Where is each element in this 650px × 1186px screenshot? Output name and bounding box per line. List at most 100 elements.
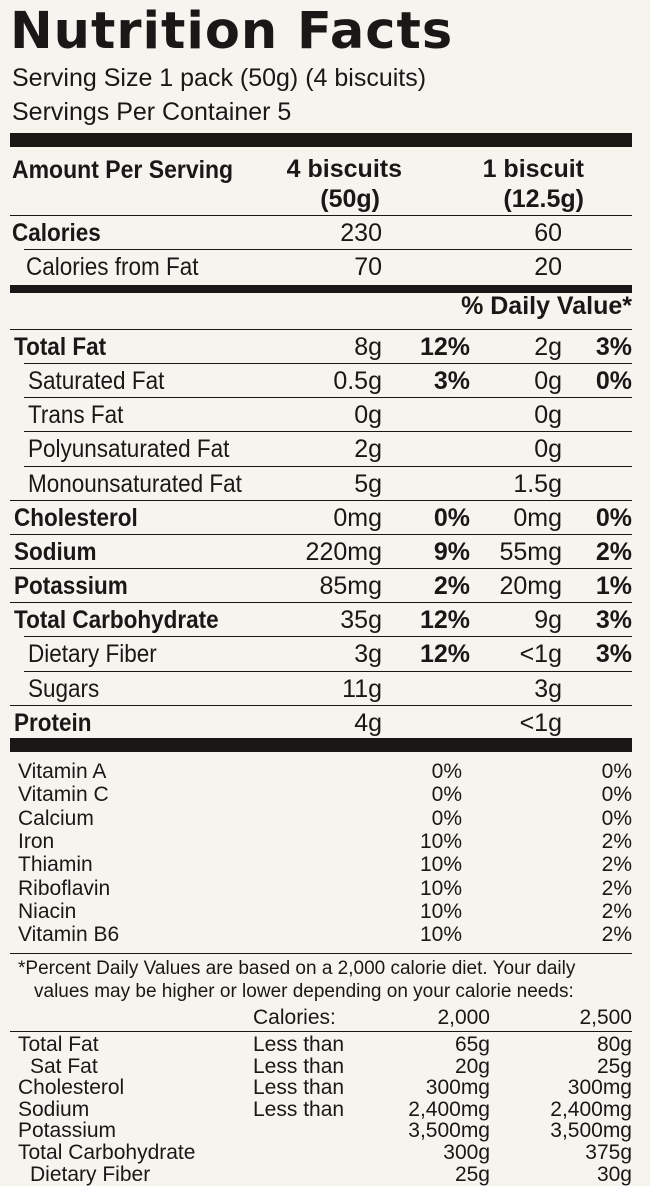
divider bbox=[24, 431, 632, 432]
nutrient-label: Protein bbox=[14, 709, 92, 737]
nutrient-row: Total Carbohydrate 35g 12% 9g 3% bbox=[10, 603, 632, 637]
vitamin-row: Vitamin B6 10% 2% bbox=[10, 923, 632, 946]
reference-2000: 25g bbox=[454, 1162, 490, 1186]
nutrient-dv-1: 1% bbox=[595, 572, 632, 600]
reference-2000: 300mg bbox=[425, 1076, 490, 1100]
reference-calories-2500: 2,500 bbox=[579, 1006, 632, 1029]
nutrient-amount-4: 3g bbox=[354, 640, 382, 668]
divider bbox=[24, 636, 632, 637]
vitamin-name: Vitamin A bbox=[18, 760, 107, 783]
reference-2500: 3,500mg bbox=[550, 1119, 632, 1143]
vitamin-dv-4: 10% bbox=[419, 899, 462, 923]
vitamin-name: Niacin bbox=[18, 899, 77, 923]
reference-condition: Less than bbox=[253, 1033, 345, 1056]
nutrient-label: Dietary Fiber bbox=[28, 640, 157, 668]
nutrient-amount-1: 9g bbox=[534, 606, 562, 634]
vitamin-dv-1: 0% bbox=[601, 783, 632, 807]
nutrient-label: Cholesterol bbox=[14, 504, 138, 532]
vitamin-dv-1: 2% bbox=[601, 853, 632, 877]
divider bbox=[10, 215, 632, 216]
divider bbox=[10, 329, 632, 330]
reference-calories-row: Calories: 2,000 2,500 bbox=[10, 1007, 632, 1029]
nutrient-row: Sodium 220mg 9% 55mg 2% bbox=[10, 535, 632, 569]
nutrition-facts-panel: Nutrition Facts Serving Size 1 pack (50g… bbox=[10, 0, 632, 1186]
reference-calories-label: Calories: bbox=[253, 1006, 336, 1029]
nutrient-amount-4: 0.5g bbox=[333, 367, 382, 395]
reference-row: Sodium Less than 2,400mg 2,400mg bbox=[10, 1097, 632, 1121]
amount-per-serving-label: Amount Per Serving bbox=[12, 156, 234, 184]
reference-nutrient: Sat Fat bbox=[30, 1054, 98, 1078]
vitamin-dv-4: 0% bbox=[431, 806, 462, 830]
calories-from-fat-value-4: 70 bbox=[354, 253, 382, 281]
reference-row: Total Carbohydrate 300g 375g bbox=[10, 1142, 632, 1164]
nutrient-amount-4: 0mg bbox=[333, 504, 382, 532]
reference-2000: 3,500mg bbox=[408, 1119, 490, 1143]
vitamin-dv-1: 0% bbox=[601, 760, 632, 783]
nutrient-dv-4: 9% bbox=[433, 538, 470, 566]
nutrient-amount-1: 0g bbox=[534, 401, 562, 429]
vitamin-dv-1: 2% bbox=[601, 899, 632, 923]
nutrient-label: Trans Fat bbox=[28, 401, 124, 429]
reference-2000: 2,400mg bbox=[408, 1097, 490, 1121]
nutrient-row: Dietary Fiber 3g 12% <1g 3% bbox=[10, 637, 632, 671]
nutrient-amount-1: <1g bbox=[519, 640, 562, 668]
vitamin-name: Vitamin C bbox=[18, 783, 109, 807]
nutrient-dv-4: 3% bbox=[433, 367, 470, 395]
nutrient-row: Monounsaturated Fat 5g 1.5g bbox=[10, 467, 632, 501]
vitamin-dv-4: 10% bbox=[419, 876, 462, 900]
serving-size: Serving Size 1 pack (50g) (4 biscuits) bbox=[12, 64, 427, 92]
nutrient-row: Total Fat 8g 12% 2g 3% bbox=[10, 330, 632, 364]
nutrient-amount-1: 1.5g bbox=[513, 470, 562, 498]
nutrient-row: Protein 4g <1g bbox=[10, 706, 632, 740]
vitamin-row: Iron 10% 2% bbox=[10, 830, 632, 853]
nutrient-amount-4: 220mg bbox=[305, 538, 382, 566]
reference-calories-2000: 2,000 bbox=[437, 1006, 490, 1029]
reference-2500: 30g bbox=[596, 1162, 632, 1186]
reference-nutrient: Potassium bbox=[18, 1119, 117, 1143]
nutrient-label: Saturated Fat bbox=[28, 367, 165, 395]
nutrient-label: Total Carbohydrate bbox=[14, 606, 219, 634]
nutrient-dv-1: 2% bbox=[595, 538, 632, 566]
nutrient-row: Saturated Fat 0.5g 3% 0g 0% bbox=[10, 364, 632, 398]
vitamin-row: Calcium 0% 0% bbox=[10, 807, 632, 830]
label-title: Nutrition Facts bbox=[10, 2, 454, 61]
nutrient-row: Potassium 85mg 2% 20mg 1% bbox=[10, 569, 632, 603]
column-header-4-biscuits: 4 biscuits (50g) bbox=[286, 155, 402, 213]
vitamin-row: Niacin 10% 2% bbox=[10, 900, 632, 923]
nutrient-amount-1: 0g bbox=[534, 435, 562, 463]
reference-row: Dietary Fiber 25g 30g bbox=[10, 1162, 632, 1186]
nutrient-label: Sugars bbox=[28, 675, 100, 703]
nutrient-amount-1: 55mg bbox=[499, 538, 562, 566]
vitamin-name: Iron bbox=[18, 829, 55, 853]
nutrient-dv-1: 3% bbox=[595, 333, 632, 361]
medium-divider bbox=[10, 285, 632, 293]
servings-per-container: Servings Per Container 5 bbox=[12, 98, 292, 126]
divider bbox=[10, 602, 632, 603]
reference-nutrient: Dietary Fiber bbox=[30, 1162, 151, 1186]
column-header-1-biscuit: 1 biscuit (12.5g) bbox=[482, 155, 584, 213]
divider bbox=[10, 568, 632, 569]
reference-2000: 65g bbox=[454, 1033, 490, 1056]
nutrient-label: Sodium bbox=[14, 538, 97, 566]
divider bbox=[10, 705, 632, 706]
nutrient-dv-4: 12% bbox=[419, 333, 470, 361]
calories-value-1: 60 bbox=[534, 219, 562, 247]
vitamin-dv-4: 0% bbox=[431, 760, 462, 783]
divider bbox=[10, 534, 632, 535]
reference-2000: 300g bbox=[443, 1141, 490, 1164]
nutrient-dv-4: 2% bbox=[433, 572, 470, 600]
nutrient-amount-4: 8g bbox=[354, 333, 382, 361]
reference-nutrient: Total Carbohydrate bbox=[18, 1141, 196, 1164]
reference-row: Potassium 3,500mg 3,500mg bbox=[10, 1120, 632, 1142]
vitamin-row: Thiamin 10% 2% bbox=[10, 853, 632, 876]
nutrient-dv-1: 3% bbox=[595, 606, 632, 634]
calories-row: Calories 230 60 bbox=[10, 216, 632, 250]
divider bbox=[24, 397, 632, 398]
divider bbox=[10, 500, 632, 501]
nutrient-amount-1: <1g bbox=[519, 709, 562, 737]
nutrient-amount-4: 5g bbox=[354, 470, 382, 498]
vitamin-dv-4: 0% bbox=[431, 783, 462, 807]
nutrient-label: Polyunsaturated Fat bbox=[28, 435, 230, 463]
thick-divider bbox=[10, 738, 632, 752]
vitamin-dv-1: 2% bbox=[601, 829, 632, 853]
